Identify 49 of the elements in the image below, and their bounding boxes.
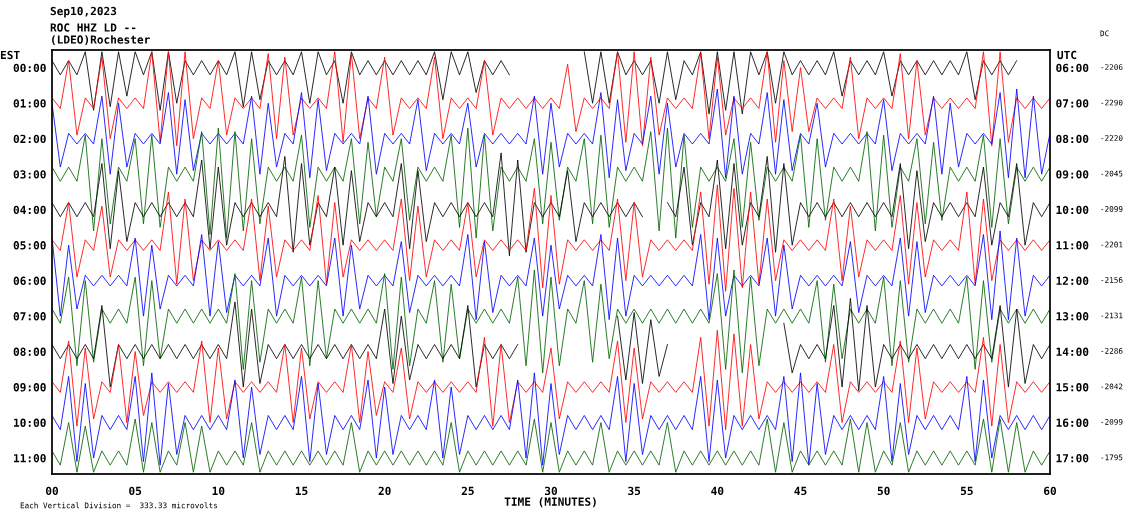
y-tick-label: 05:00 xyxy=(13,241,46,250)
y2-tick-label: 16:00 xyxy=(1056,418,1089,427)
x-tick-label: 35 xyxy=(628,486,641,496)
x-tick-label: 20 xyxy=(378,486,391,496)
y-axis-title: EST xyxy=(0,50,20,60)
y-tick-label: 10:00 xyxy=(14,418,46,427)
y2-tick-label: 06:00 xyxy=(1056,63,1089,73)
y-tick-label: 03:00 xyxy=(13,170,46,179)
x-tick-label: 25 xyxy=(461,486,474,496)
x-tick-label: 00 xyxy=(45,486,59,496)
y-tick-label: 08:00 xyxy=(13,347,46,356)
line-series xyxy=(52,88,1050,179)
x-tick-label: 05 xyxy=(129,486,142,496)
y-tick-label: 00:00 xyxy=(13,63,46,73)
y2-tick-label: 13:00 xyxy=(1056,312,1089,321)
line-series xyxy=(52,269,1050,374)
x-tick-label: 30 xyxy=(544,486,558,496)
y-tick-label: 01:00 xyxy=(13,99,46,108)
x-tick-label: 60 xyxy=(1044,486,1057,496)
x-tick-label: 45 xyxy=(794,486,807,496)
line-series xyxy=(52,127,1050,239)
line-series xyxy=(52,372,1050,466)
line-series xyxy=(52,329,1050,431)
x-tick-label: 55 xyxy=(960,486,973,496)
y-tick-label: 04:00 xyxy=(13,205,46,215)
chart-title: Sep10,2023 xyxy=(50,6,117,18)
x-tick-label: 40 xyxy=(711,486,724,496)
y2-tick-label: 14:00 xyxy=(1056,347,1089,356)
y2-tick-label: 08:00 xyxy=(1056,134,1089,144)
chart-subtitle: ROC HHZ LD -- (LDEO)Rochester xyxy=(50,23,150,46)
y2-tick-label: 17:00 xyxy=(1056,454,1089,463)
y2-tick-label: 09:00 xyxy=(1056,170,1089,179)
y2-tick-label: 15:00 xyxy=(1056,383,1089,392)
y2-tick-label: 11:00 xyxy=(1056,241,1089,250)
line-series xyxy=(52,230,1050,321)
x-tick-label: 15 xyxy=(295,486,308,496)
y2-tick-label: 12:00 xyxy=(1056,276,1089,286)
y-tick-label: 02:00 xyxy=(13,134,46,144)
x-tick-label: 50 xyxy=(877,486,890,496)
y2-tick-label: 07:00 xyxy=(1056,99,1089,108)
x-tick-label: 10 xyxy=(212,486,225,496)
y-tick-label: 11:00 xyxy=(14,454,46,463)
y-tick-label: 07:00 xyxy=(13,312,46,321)
y-tick-label: 09:00 xyxy=(13,383,46,392)
y-tick-label: 06:00 xyxy=(13,276,46,286)
y2-tick-label: 10:00 xyxy=(1056,205,1089,215)
y2-axis-title: UTC xyxy=(1057,50,1077,60)
line-series xyxy=(52,184,1050,292)
x-axis-title: TIME (MINUTES) xyxy=(504,497,596,508)
